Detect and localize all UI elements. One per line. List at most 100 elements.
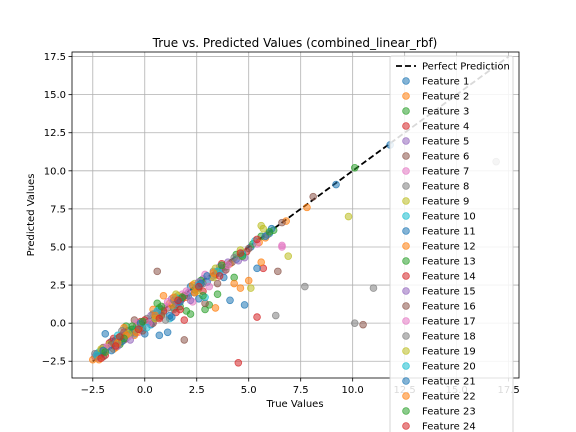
legend-label: Feature 7: [422, 167, 469, 178]
y-tick-label: −2.5: [42, 357, 66, 368]
data-point: [174, 296, 182, 305]
data-point: [209, 269, 218, 277]
legend-box: [389, 55, 514, 432]
y-tick-label: 17.5: [44, 52, 66, 63]
legend-label: Feature 18: [422, 332, 476, 343]
legend-marker-swatch: [402, 242, 410, 250]
data-point: [101, 330, 110, 338]
legend-label: Feature 4: [422, 122, 469, 133]
data-point: [215, 272, 224, 280]
legend-marker-swatch: [402, 182, 410, 190]
legend-marker-swatch: [402, 392, 410, 400]
legend-marker-swatch: [402, 212, 410, 220]
data-point: [309, 192, 317, 201]
data-point: [161, 316, 170, 324]
data-point: [195, 282, 203, 291]
data-point: [301, 282, 309, 291]
data-point: [190, 288, 199, 297]
data-point: [274, 267, 282, 276]
data-point: [111, 342, 120, 350]
y-tick-label: 12.5: [44, 128, 66, 139]
legend-label: Feature 16: [422, 302, 476, 313]
legend-marker-swatch: [402, 137, 410, 145]
legend-label: Feature 2: [422, 92, 469, 103]
data-point: [153, 267, 162, 276]
data-point: [350, 163, 359, 172]
legend-marker-swatch: [402, 122, 410, 130]
legend-label: Feature 24: [422, 422, 476, 432]
x-axis-label: True Values: [265, 399, 323, 410]
x-tick-label: −2.5: [81, 385, 105, 396]
data-point: [303, 203, 311, 212]
legend-label: Feature 12: [422, 242, 476, 253]
legend-label: Feature 11: [422, 227, 476, 238]
data-point: [284, 252, 293, 260]
data-point: [359, 320, 367, 329]
data-points: [88, 141, 500, 367]
y-tick-label: 2.5: [50, 281, 66, 292]
data-point: [101, 348, 110, 356]
data-point: [163, 298, 172, 306]
legend-label: Feature 14: [422, 272, 476, 283]
data-point: [230, 279, 238, 288]
data-point: [217, 261, 226, 270]
data-point: [257, 258, 265, 267]
legend-label: Feature 8: [422, 182, 469, 193]
legend-label: Feature 23: [422, 407, 476, 418]
data-point: [186, 310, 195, 318]
data-point: [186, 296, 195, 305]
legend-label: Feature 17: [422, 317, 476, 328]
legend-label: Perfect Prediction: [422, 62, 510, 73]
data-point: [163, 328, 172, 337]
data-point: [134, 325, 143, 334]
legend-label: Feature 21: [422, 377, 476, 388]
legend-marker-swatch: [402, 422, 410, 430]
data-point: [259, 224, 268, 233]
y-tick-label: 5.0: [50, 242, 66, 253]
data-point: [253, 313, 261, 321]
data-point: [332, 180, 340, 189]
data-point: [244, 276, 253, 285]
y-axis-label: Predicted Values: [26, 174, 37, 257]
data-point: [157, 302, 166, 311]
data-point: [188, 281, 197, 289]
data-point: [167, 313, 176, 321]
data-point: [155, 331, 164, 340]
data-point: [213, 290, 222, 299]
data-point: [344, 212, 353, 221]
y-axis-ticks: −2.5 0.0 2.5 5.0 7.5 10.0 12.5 15.0 17.5: [42, 52, 72, 368]
data-point: [350, 319, 359, 327]
legend-label: Feature 6: [422, 152, 469, 163]
data-point: [143, 323, 151, 332]
data-point: [224, 261, 232, 270]
data-point: [138, 317, 147, 326]
legend-marker-swatch: [402, 152, 410, 160]
legend-marker-swatch: [402, 77, 410, 85]
x-tick-label: 5.0: [241, 385, 257, 396]
legend-label: Feature 10: [422, 212, 476, 223]
legend-label: Feature 22: [422, 392, 476, 403]
data-point: [213, 279, 222, 288]
legend-label: Feature 20: [422, 362, 476, 373]
data-point: [278, 218, 286, 227]
legend-marker-swatch: [402, 362, 410, 370]
legend-label: Feature 19: [422, 347, 476, 358]
y-tick-label: 15.0: [44, 90, 66, 101]
legend-marker-swatch: [402, 332, 410, 340]
legend-label: Feature 15: [422, 287, 476, 298]
data-point: [176, 305, 184, 314]
legend-label: Feature 3: [422, 107, 469, 118]
legend-label: Feature 5: [422, 137, 469, 148]
data-point: [205, 282, 214, 291]
x-tick-label: 2.5: [189, 385, 205, 396]
data-point: [211, 304, 220, 312]
data-point: [159, 291, 168, 300]
data-point: [253, 264, 261, 273]
legend-marker-swatch: [402, 257, 410, 265]
data-point: [253, 235, 261, 244]
data-point: [226, 296, 234, 305]
data-point: [369, 284, 378, 292]
legend-label: Feature 9: [422, 197, 469, 208]
x-tick-label: 0.0: [137, 385, 153, 396]
